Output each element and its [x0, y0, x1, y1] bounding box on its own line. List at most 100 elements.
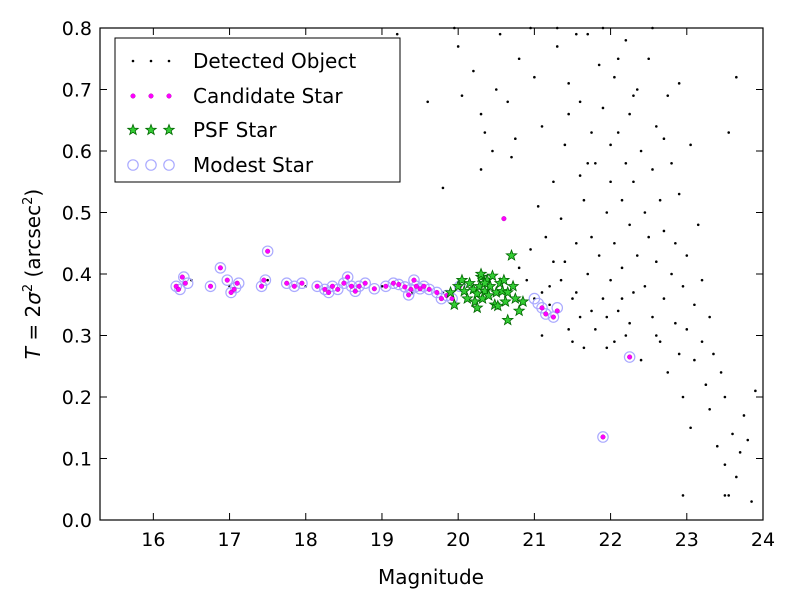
detected-object-point [693, 303, 696, 307]
detected-object-point [613, 75, 616, 79]
psf-star-point [451, 279, 465, 292]
detected-object-point [651, 315, 654, 319]
detected-object-point [742, 414, 746, 417]
detected-object-point [498, 32, 502, 36]
detected-object-point [639, 149, 643, 153]
detected-object-point [651, 168, 654, 171]
detected-object-point [529, 248, 532, 251]
y-tick-label: 0.7 [62, 80, 92, 102]
detected-object-point [693, 358, 696, 362]
legend-marker-psf-star [144, 123, 158, 136]
modest-star-point [232, 277, 245, 290]
detected-object-point [658, 198, 662, 202]
legend-label-modest-star: Modest Star [193, 153, 314, 177]
detected-object-point [567, 112, 570, 116]
detected-object-point [655, 260, 658, 264]
legend-marker-candidate-star [148, 93, 154, 99]
legend-marker-modest-star [127, 159, 139, 171]
detected-object-point [441, 186, 445, 190]
detected-object-point [620, 297, 624, 300]
candidate-star-point [417, 286, 423, 292]
detected-object-point [578, 100, 582, 104]
detected-object-point [479, 112, 483, 116]
detected-object-point [380, 285, 384, 288]
legend-marker-detected-object [131, 59, 135, 63]
detected-object-point [574, 241, 578, 245]
x-tick-label: 17 [217, 529, 241, 551]
modest-star-point [311, 280, 323, 293]
detected-object-point [586, 162, 590, 165]
y-tick-label: 0.0 [62, 510, 92, 532]
detected-object-point [483, 131, 487, 134]
detected-object-point [555, 45, 559, 48]
psf-star-point [506, 279, 520, 292]
detected-object-point [674, 241, 677, 245]
detected-object-point [609, 278, 612, 282]
candidate-star-point [341, 280, 347, 286]
points-layer [170, 26, 757, 503]
detected-object-point [514, 137, 517, 140]
detected-object-point [540, 125, 544, 128]
legend-marker-candidate-star [130, 93, 136, 99]
psf-star-point [505, 248, 518, 261]
detected-object-point [590, 235, 593, 239]
detected-object-point [647, 57, 650, 61]
x-tick-label: 24 [751, 529, 775, 551]
psf-star-point [497, 273, 511, 286]
detected-object-point [643, 285, 647, 288]
detected-object-point [567, 328, 570, 331]
detected-object-point [597, 63, 601, 67]
psf-star-point [478, 276, 492, 289]
detected-object-point [662, 229, 666, 233]
psf-star-point [501, 313, 515, 326]
candidate-star-point [182, 280, 188, 286]
x-tick-label: 16 [141, 529, 165, 551]
candidate-star-point [550, 314, 556, 320]
y-axis-label: T = 2σ2 (arcsec2) [21, 189, 45, 359]
detected-object-point [704, 383, 708, 387]
detected-object-point [613, 340, 616, 343]
detected-object-point [540, 334, 544, 337]
detected-object-point [712, 352, 715, 356]
modest-star-point [331, 283, 344, 296]
y-tick-label: 0.4 [62, 264, 92, 286]
legend-markers [126, 59, 176, 171]
detected-object-point [700, 278, 704, 282]
modest-star-point [221, 274, 234, 286]
detected-object-point [655, 125, 658, 128]
detected-object-point [731, 432, 734, 436]
modest-star-point [174, 283, 186, 296]
psf-star-point [486, 269, 499, 282]
candidate-star-point [426, 286, 432, 292]
modest-star-point [259, 274, 272, 286]
detected-object-point [624, 334, 628, 337]
psf-star-point [468, 295, 482, 308]
psf-star-point [470, 287, 484, 300]
candidate-star-point [179, 274, 185, 280]
psf-star-point [448, 298, 461, 311]
detected-object-point [723, 395, 727, 399]
modest-star-point [623, 351, 636, 363]
legend-marker-psf-star [162, 123, 176, 136]
detected-object-point [616, 131, 620, 134]
detected-object-point [639, 358, 643, 362]
legend-marker-psf-star [126, 123, 140, 136]
detected-object-point [708, 315, 711, 319]
candidate-star-point [371, 286, 377, 292]
detected-object-point [719, 371, 723, 374]
detected-object-point [586, 32, 590, 36]
detected-object-point [727, 494, 731, 497]
detected-object-point [635, 254, 639, 257]
legend-label-detected-object: Detected Object [193, 49, 356, 73]
candidate-star-point [291, 283, 297, 289]
detected-object-point [628, 223, 631, 227]
y-axis-label-eq: = 2 [21, 305, 45, 347]
candidate-star-point [627, 354, 633, 360]
detected-object-point [601, 106, 605, 110]
candidate-star-point [600, 434, 606, 440]
modest-star-point [423, 283, 436, 296]
detected-object-point [586, 272, 590, 276]
candidate-star-point [501, 216, 507, 222]
detected-object-point [677, 82, 681, 85]
candidate-star-point [261, 277, 267, 283]
